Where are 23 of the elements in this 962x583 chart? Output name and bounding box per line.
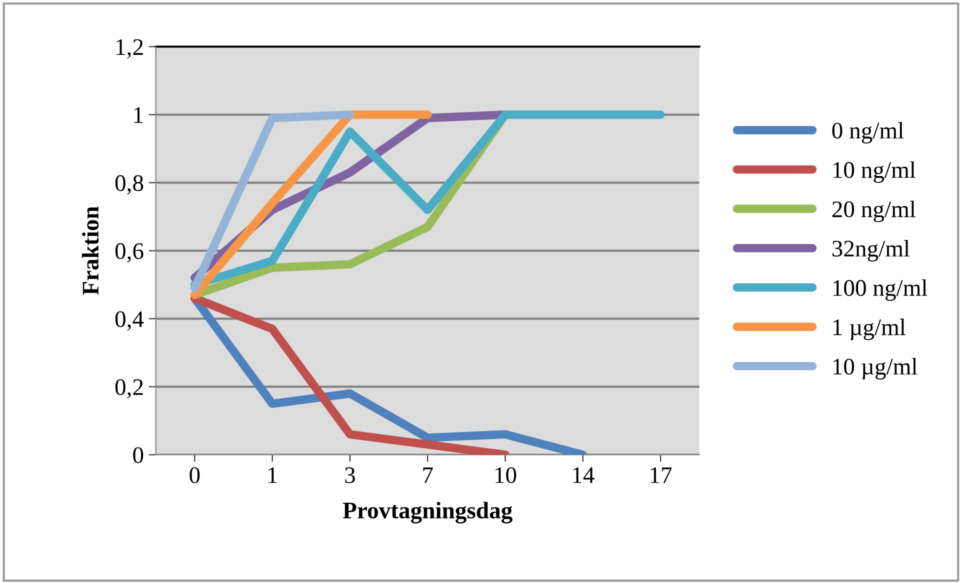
x-tick-label: 1 [268,467,277,483]
x-tick-label: 10 [496,467,516,484]
y-tick-label: 0,2 [115,379,143,399]
y-axis-title: Fraktion [82,206,99,295]
x-tick-label: 14 [573,467,594,483]
y-tick-label: 0,8 [115,175,144,194]
legend-label: 32ng/ml [832,240,910,262]
y-tick-label: 1 [134,107,143,123]
legend-label: 20 ng/ml [832,200,916,222]
y-tick-label: 0,6 [115,243,144,263]
y-tick-label: 0,4 [115,311,144,331]
legend-label: 10 ng/ml [833,161,916,183]
legend-label: 1 µg/ml [833,318,906,340]
legend-label: 0 ng/ml [832,122,904,144]
x-tick-label: 7 [423,467,433,483]
x-tick-label: 17 [650,467,672,483]
x-tick-label: 3 [345,467,355,484]
x-axis-title: Provtagningsdag [342,502,512,524]
y-tick-label: 0 [133,447,144,464]
x-tick-label: 0 [190,467,200,484]
legend-label: 100 ng/ml [833,279,928,301]
legend-label: 10 µg/ml [833,358,918,380]
y-tick-label: 1,2 [116,39,143,58]
